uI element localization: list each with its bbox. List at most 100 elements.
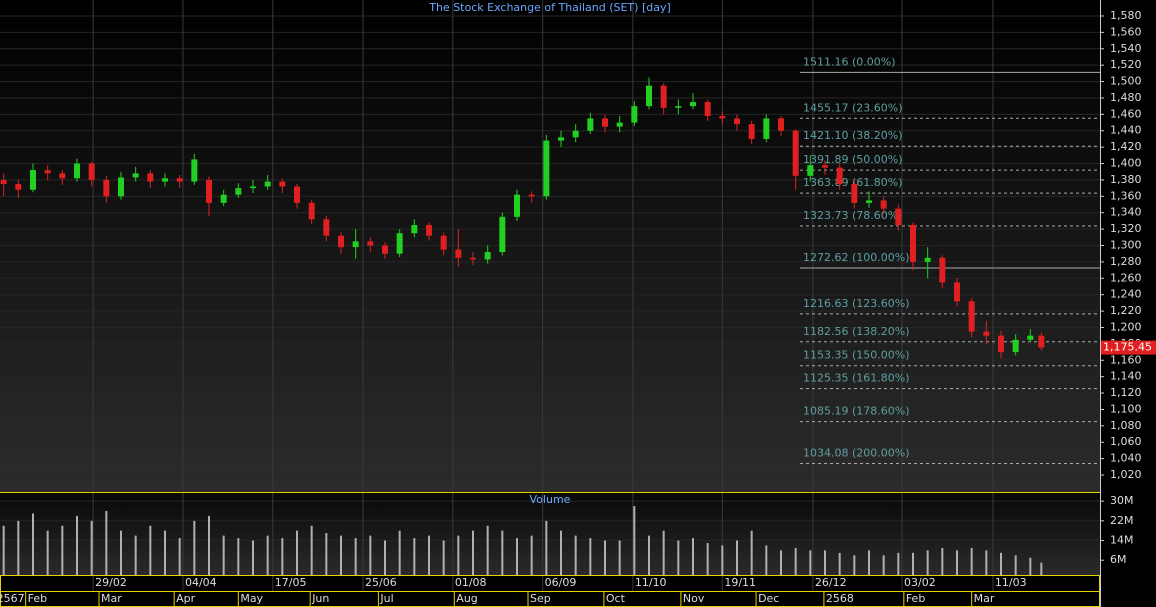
- volume-bar: [193, 520, 196, 575]
- volume-bar: [560, 530, 562, 575]
- volume-bar: [677, 540, 680, 575]
- volume-bar: [882, 555, 885, 575]
- y-tick-label: 1,100: [1110, 402, 1142, 415]
- volume-bar: [340, 535, 342, 575]
- month-label: Feb: [28, 592, 47, 605]
- volume-bar: [486, 525, 489, 575]
- candle-body: [528, 194, 535, 197]
- volume-bar: [208, 515, 210, 575]
- volume-bar: [325, 533, 328, 575]
- y-tick-label: 1,380: [1110, 173, 1142, 186]
- volume-bar: [824, 550, 826, 575]
- volume-bar: [310, 525, 313, 575]
- y-tick-label: 1,400: [1110, 157, 1142, 170]
- volume-bar: [853, 555, 856, 575]
- candle-body: [631, 106, 638, 123]
- volume-bar: [17, 520, 20, 575]
- y-tick-label: 1,120: [1110, 386, 1142, 399]
- y-tick-label: 1,580: [1110, 9, 1142, 22]
- x-tick-label: 26/12: [815, 576, 847, 589]
- chart-title: The Stock Exchange of Thailand (SET) [da…: [428, 1, 671, 14]
- y-tick-label: 1,140: [1110, 370, 1142, 383]
- candle-body: [0, 179, 7, 185]
- candle-body: [88, 163, 95, 180]
- volume-bar: [252, 540, 254, 575]
- candle-body: [748, 124, 755, 139]
- candle-body: [924, 257, 931, 262]
- volume-bar: [765, 545, 768, 575]
- candle-body: [719, 115, 726, 119]
- volume-bar: [618, 540, 621, 575]
- fib-label: 1511.16 (0.00%): [803, 55, 896, 68]
- candle-body: [880, 200, 887, 209]
- candle-body: [294, 186, 300, 203]
- candle-body: [836, 167, 843, 185]
- volume-bar: [926, 550, 929, 575]
- volume-bar: [120, 530, 122, 575]
- candle-body: [543, 140, 550, 197]
- volume-bar: [472, 530, 474, 575]
- candle-body: [323, 219, 330, 236]
- candle-body: [704, 102, 711, 116]
- volume-bar: [90, 520, 93, 575]
- month-label: Mar: [101, 592, 122, 605]
- volume-bar: [985, 550, 988, 575]
- volume-bar: [868, 550, 870, 575]
- candle-body: [778, 118, 784, 131]
- volume-bar: [970, 547, 973, 575]
- volume-bar: [648, 535, 650, 575]
- candle-body: [411, 225, 418, 234]
- y-tick-label: 1,560: [1110, 25, 1142, 38]
- candle-body: [30, 170, 36, 190]
- candle-body: [968, 301, 975, 332]
- candle-body: [646, 85, 652, 107]
- candle-body: [514, 194, 520, 217]
- candle-body: [162, 178, 168, 182]
- candle-body: [220, 194, 227, 203]
- volume-bar: [164, 530, 166, 575]
- volume-bar: [721, 545, 724, 575]
- fib-label: 1323.73 (78.60%): [803, 209, 903, 222]
- candle-body: [998, 335, 1004, 353]
- volume-bar: [149, 525, 152, 575]
- volume-bar: [516, 538, 518, 575]
- volume-bar: [266, 535, 269, 575]
- volume-bar: [178, 538, 181, 575]
- x-tick-label: 06/09: [545, 576, 577, 589]
- candle-body: [602, 118, 608, 127]
- volume-bar: [1029, 557, 1032, 575]
- volume-bar: [354, 538, 357, 575]
- volume-bar: [545, 520, 548, 575]
- volume-bar: [736, 540, 738, 575]
- volume-bar: [574, 535, 577, 575]
- volume-bar: [530, 535, 533, 575]
- candle-body: [440, 235, 447, 250]
- candle-body: [103, 179, 110, 197]
- volume-bar: [794, 547, 797, 575]
- candle-body: [484, 252, 491, 260]
- y-tick-label: 1,060: [1110, 435, 1142, 448]
- candle-body: [1038, 335, 1045, 348]
- y-tick-label: 1,020: [1110, 468, 1142, 481]
- fib-label: 1272.62 (100.00%): [803, 251, 910, 264]
- candle-body: [866, 200, 872, 203]
- y-tick-label: 1,220: [1110, 304, 1142, 317]
- month-label: 2568: [826, 592, 854, 605]
- volume-bar: [633, 506, 636, 575]
- month-label: Jul: [379, 592, 393, 605]
- y-tick-label: 1,420: [1110, 140, 1142, 153]
- year-label: 2567: [0, 592, 25, 605]
- volume-bar: [838, 552, 841, 575]
- x-tick-label: 03/02: [904, 576, 936, 589]
- y-tick-label: 1,520: [1110, 58, 1142, 71]
- fib-label: 1034.08 (200.00%): [803, 446, 910, 459]
- candle-body: [895, 208, 902, 226]
- volume-bar: [956, 550, 958, 575]
- volume-bar: [384, 540, 386, 575]
- candle-body: [763, 118, 770, 139]
- y-tick-label: 1,440: [1110, 124, 1142, 137]
- y-tick-label: 1,480: [1110, 91, 1142, 104]
- candle-body: [939, 257, 946, 283]
- candle-body: [690, 102, 696, 107]
- y-tick-label: 1,340: [1110, 206, 1142, 219]
